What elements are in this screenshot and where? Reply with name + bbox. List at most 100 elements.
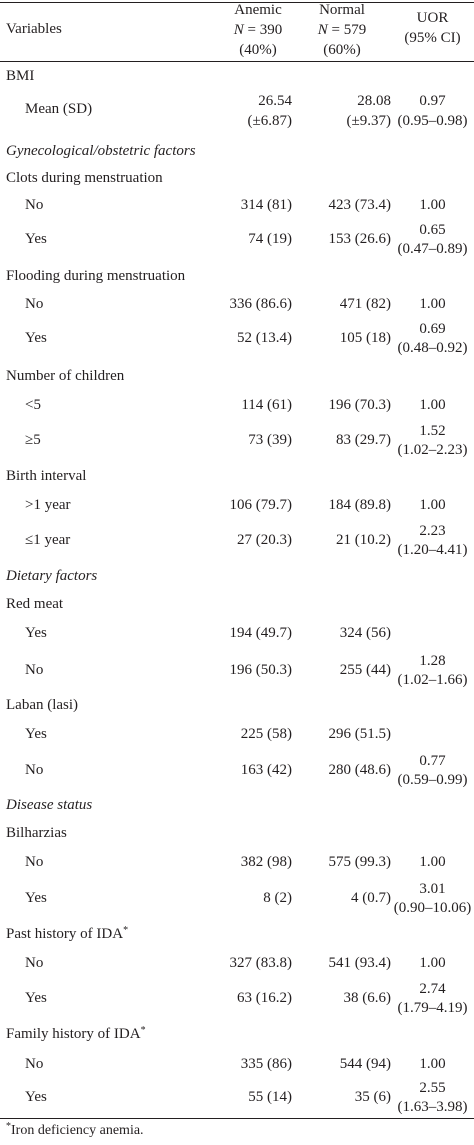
header-normal: Normal N = 579 (60%) xyxy=(302,0,382,60)
uor-value: 2.74 xyxy=(419,981,446,997)
row-label: Yes xyxy=(25,890,47,906)
normal-value: 184 (89.8) xyxy=(328,497,392,513)
row-label: Past history of IDA* xyxy=(6,925,128,943)
row-label: Yes xyxy=(25,330,47,346)
uor-ci: (0.48–0.92) xyxy=(397,340,468,356)
normal-value: 28.08 xyxy=(357,93,391,109)
normal-value: 544 (94) xyxy=(339,1056,391,1072)
normal-value: 153 (26.6) xyxy=(328,231,392,247)
anemic-value: 336 (86.6) xyxy=(229,296,293,312)
footnote-mark: * xyxy=(6,1121,11,1132)
anemic-value: 74 (19) xyxy=(248,231,292,247)
uor-ci: (1.02–2.23) xyxy=(397,442,468,458)
row-label: No xyxy=(25,1056,44,1072)
header-variables: Variables xyxy=(6,21,62,37)
top-rule xyxy=(0,2,474,3)
uor-value: 0.69 xyxy=(419,321,446,337)
uor-value: 1.00 xyxy=(419,854,446,870)
anemic-value: 52 (13.4) xyxy=(237,330,292,346)
footnote-marker: * xyxy=(123,925,129,936)
uor-value: 1.00 xyxy=(419,197,446,213)
row-label: Flooding during menstruation xyxy=(6,268,186,284)
anemic-value: 73 (39) xyxy=(248,432,292,448)
normal-value: 575 (99.3) xyxy=(328,854,392,870)
anemic-value-sd: (±6.87) xyxy=(247,113,292,129)
normal-value: 4 (0.7) xyxy=(351,890,391,906)
row-label: No xyxy=(25,662,44,678)
bottom-rule xyxy=(0,1118,474,1119)
row-label: ≤1 year xyxy=(25,532,71,548)
header-uor-ci: (95% CI) xyxy=(404,30,461,46)
header-anemic-n-value: = 390 xyxy=(247,22,283,38)
uor-value: 1.00 xyxy=(419,296,446,312)
row-label: >1 year xyxy=(25,497,71,513)
uor-value: 1.00 xyxy=(419,397,446,413)
anemic-value: 335 (86) xyxy=(240,1056,292,1072)
anemic-value: 327 (83.8) xyxy=(229,955,293,971)
row-label: Family history of IDA* xyxy=(6,1025,146,1043)
anemic-value: 225 (58) xyxy=(240,726,292,742)
row-label: Yes xyxy=(25,726,47,742)
normal-value: 21 (10.2) xyxy=(336,532,391,548)
normal-value: 471 (82) xyxy=(339,296,391,312)
anemic-value: 63 (16.2) xyxy=(237,990,292,1006)
row-label: BMI xyxy=(6,68,35,84)
header-normal-n: N = 579 xyxy=(302,20,382,40)
normal-value: 296 (51.5) xyxy=(328,726,392,742)
uor-ci: (0.59–0.99) xyxy=(397,772,468,788)
row-label: No xyxy=(25,296,44,312)
row-label-text: Past history of IDA xyxy=(6,926,124,942)
normal-value: 35 (6) xyxy=(354,1089,391,1105)
uor-ci: (0.47–0.89) xyxy=(397,241,468,257)
header-anemic: Anemic N = 390 (40%) xyxy=(218,0,298,60)
anemic-value: 382 (98) xyxy=(240,854,292,870)
uor-value: 0.77 xyxy=(419,753,446,769)
row-label: No xyxy=(25,955,44,971)
header-anemic-n: N = 390 xyxy=(218,20,298,40)
anemic-value: 55 (14) xyxy=(248,1089,292,1105)
header-anemic-n-label: N xyxy=(233,22,244,38)
row-label: No xyxy=(25,854,44,870)
footnote-text: Iron deficiency anemia. xyxy=(11,1123,144,1138)
row-label: No xyxy=(25,762,44,778)
uor-value: 1.00 xyxy=(419,955,446,971)
row-label: Bilharzias xyxy=(6,825,67,841)
footnote: *Iron deficiency anemia. xyxy=(6,1121,144,1139)
header-normal-n-label: N xyxy=(317,22,328,38)
normal-value: 541 (93.4) xyxy=(328,955,392,971)
row-label: Birth interval xyxy=(6,468,87,484)
row-label: Laban (lasi) xyxy=(6,697,79,713)
header-uor: UOR (95% CI) xyxy=(393,8,472,48)
anemic-value: 106 (79.7) xyxy=(229,497,293,513)
uor-value: 1.52 xyxy=(419,423,446,439)
row-label: Yes xyxy=(25,990,47,1006)
header-anemic-pct: (40%) xyxy=(239,42,277,58)
row-label: <5 xyxy=(25,397,41,413)
anemic-value: 26.54 xyxy=(258,93,292,109)
uor-value: 1.28 xyxy=(419,653,446,669)
header-rule xyxy=(0,61,474,62)
header-normal-n-value: = 579 xyxy=(331,22,367,38)
header-anemic-title: Anemic xyxy=(234,2,282,18)
row-label: Yes xyxy=(25,1089,47,1105)
uor-value: 2.23 xyxy=(419,523,446,539)
uor-ci: (0.95–0.98) xyxy=(397,113,468,129)
row-label: ≥5 xyxy=(25,432,41,448)
row-label: Dietary factors xyxy=(6,568,98,584)
row-label: No xyxy=(25,197,44,213)
header-uor-title: UOR xyxy=(416,10,449,26)
row-label: Clots during menstruation xyxy=(6,170,163,186)
uor-value: 3.01 xyxy=(419,881,446,897)
uor-ci: (0.90–10.06) xyxy=(393,900,472,916)
anemic-value: 163 (42) xyxy=(240,762,292,778)
row-label: Gynecological/obstetric factors xyxy=(6,143,196,159)
row-label: Red meat xyxy=(6,596,64,612)
anemic-value: 196 (50.3) xyxy=(229,662,293,678)
anemic-value: 194 (49.7) xyxy=(229,625,293,641)
anemic-value: 27 (20.3) xyxy=(237,532,292,548)
anemic-value: 114 (61) xyxy=(241,397,292,413)
row-label: Yes xyxy=(25,625,47,641)
uor-ci: (1.20–4.41) xyxy=(397,542,468,558)
footnote-marker: * xyxy=(140,1025,146,1036)
normal-value: 38 (6.6) xyxy=(343,990,392,1006)
